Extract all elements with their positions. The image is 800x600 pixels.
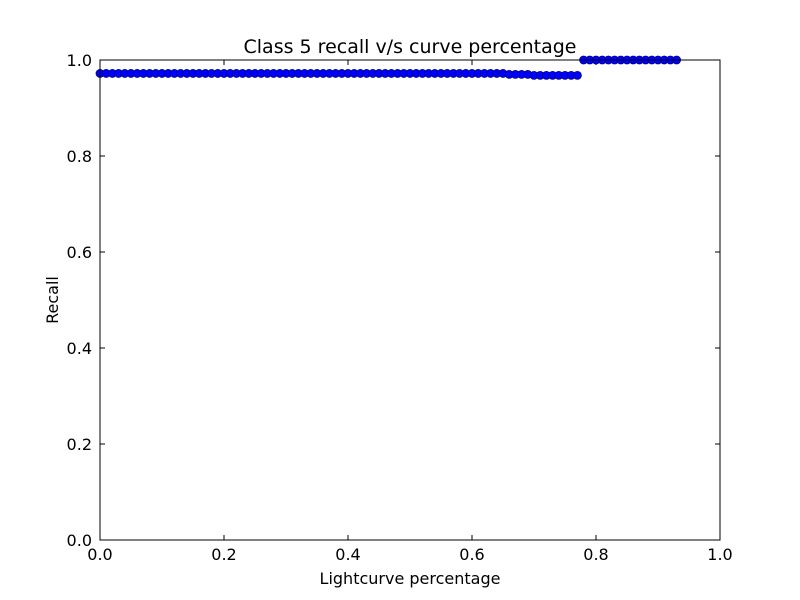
chart-title: Class 5 recall v/s curve percentage [244, 36, 577, 58]
y-tick-label: 0.6 [67, 243, 92, 262]
x-tick-label: 0.0 [87, 545, 112, 564]
y-tick-label: 0.2 [67, 435, 92, 454]
y-tick-label: 0.4 [67, 339, 92, 358]
x-axis-label: Lightcurve percentage [320, 569, 501, 588]
y-tick-label: 0.8 [67, 147, 92, 166]
x-tick-label: 0.8 [583, 545, 608, 564]
y-tick-label: 1.0 [67, 51, 92, 70]
x-tick-label: 0.2 [211, 545, 236, 564]
y-tick-label: 0.0 [67, 531, 92, 550]
x-tick-label: 0.6 [459, 545, 484, 564]
x-tick-label: 0.4 [335, 545, 360, 564]
data-point [573, 70, 582, 80]
plot-frame [99, 59, 721, 541]
x-tick-label: 1.0 [707, 545, 732, 564]
y-axis-label: Recall [43, 276, 62, 324]
